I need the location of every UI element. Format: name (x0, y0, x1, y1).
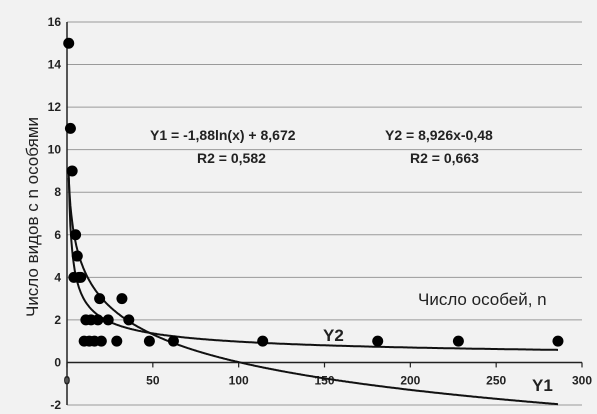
data-point (92, 314, 104, 326)
data-point (64, 122, 76, 134)
data-point (143, 335, 155, 347)
data-points (63, 37, 564, 347)
data-point (102, 314, 114, 326)
x-tick-label: 300 (572, 373, 592, 387)
y-tick-label: 0 (54, 355, 61, 369)
y-tick-label: 4 (54, 270, 61, 284)
data-point (71, 250, 83, 262)
y1-r2: R2 = 0,582 (197, 150, 266, 166)
data-point (75, 271, 87, 283)
y2-equation: Y2 = 8,926x-0,48 (385, 127, 493, 143)
y1-curve-label: Y1 (532, 376, 553, 395)
data-point (63, 37, 75, 49)
data-point (66, 165, 78, 177)
x-tick-label: 0 (64, 373, 71, 387)
data-point (95, 335, 107, 347)
x-tick-label: 50 (146, 373, 160, 387)
data-point (70, 229, 82, 241)
y2-r2: R2 = 0,663 (410, 150, 479, 166)
data-point (167, 335, 179, 347)
y-tick-label: -2 (50, 398, 61, 412)
y-tick-label: 16 (48, 15, 62, 29)
data-point (552, 335, 564, 347)
data-point (94, 293, 106, 305)
y-tick-labels: -2 0 2 4 6 8 10 12 14 16 (48, 15, 62, 412)
x-tick-label: 100 (229, 373, 249, 387)
y-tick-label: 10 (48, 143, 62, 157)
data-point (452, 335, 464, 347)
axes (66, 22, 583, 405)
grid-lines (67, 21, 582, 406)
x-tick-label: 200 (400, 373, 420, 387)
y-axis-label: Число видов с n особями (23, 117, 42, 317)
y-tick-label: 6 (54, 228, 61, 242)
y-tick-label: 2 (54, 313, 61, 327)
data-point (372, 335, 384, 347)
x-tick-labels: 0 50 100 150 200 250 300 (64, 373, 593, 387)
y-tick-label: 8 (54, 185, 61, 199)
y-tick-label: 14 (48, 58, 62, 72)
data-point (111, 335, 123, 347)
y2-trendline (67, 172, 558, 351)
y-tick-label: 12 (48, 100, 62, 114)
x-tick-label: 250 (486, 373, 506, 387)
data-point (123, 314, 135, 326)
y1-equation: Y1 = -1,88ln(x) + 8,672 (150, 127, 296, 143)
data-point (257, 335, 269, 347)
x-axis-label: Число особей, n (418, 290, 547, 309)
trendlines (67, 172, 559, 406)
data-point (116, 293, 128, 305)
y2-curve-label: Y2 (323, 326, 344, 345)
